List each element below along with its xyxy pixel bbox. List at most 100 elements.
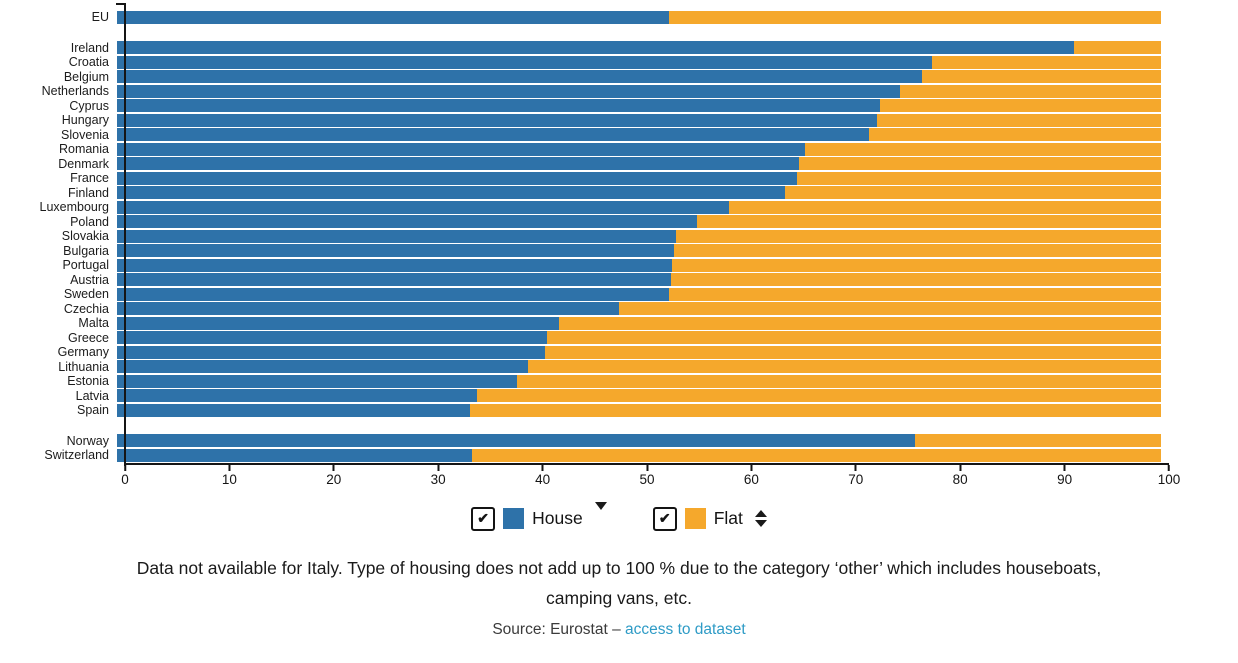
tick-label: 100 bbox=[1157, 471, 1181, 487]
house-bar-segment[interactable] bbox=[117, 113, 878, 127]
flat-bar-segment[interactable] bbox=[471, 448, 1161, 462]
country-row: Belgium bbox=[0, 70, 1238, 85]
footnote-text: Data not available for Italy. Type of ho… bbox=[30, 553, 1208, 613]
country-label: Croatia bbox=[68, 55, 109, 70]
country-row: Switzerland bbox=[0, 448, 1238, 463]
flat-bar-segment[interactable] bbox=[804, 142, 1161, 156]
house-bar-segment[interactable] bbox=[117, 84, 900, 98]
flat-bar-segment[interactable] bbox=[477, 389, 1161, 403]
sort-descending-icon[interactable] bbox=[594, 501, 607, 528]
bar-track bbox=[117, 345, 1161, 359]
house-bar-segment[interactable] bbox=[117, 345, 546, 359]
y-axis-line bbox=[124, 3, 126, 466]
flat-bar-segment[interactable] bbox=[1074, 41, 1161, 55]
flat-bar-segment[interactable] bbox=[547, 331, 1161, 345]
flat-bar-segment[interactable] bbox=[672, 258, 1161, 272]
country-row: Spain bbox=[0, 403, 1238, 418]
flat-checkbox[interactable]: ✔ bbox=[652, 506, 677, 531]
flat-bar-segment[interactable] bbox=[516, 374, 1161, 388]
house-bar-segment[interactable] bbox=[117, 55, 933, 69]
x-axis-tick: 60 bbox=[744, 464, 759, 487]
house-bar-segment[interactable] bbox=[117, 171, 797, 185]
flat-bar-segment[interactable] bbox=[545, 345, 1161, 359]
house-bar-segment[interactable] bbox=[117, 41, 1075, 55]
tick-mark bbox=[228, 464, 231, 471]
flat-bar-segment[interactable] bbox=[877, 113, 1161, 127]
house-bar-segment[interactable] bbox=[117, 374, 517, 388]
house-bar-segment[interactable] bbox=[117, 229, 676, 243]
country-label: Sweden bbox=[63, 287, 109, 302]
flat-bar-segment[interactable] bbox=[868, 128, 1161, 142]
house-bar-segment[interactable] bbox=[117, 403, 470, 417]
country-label: Ireland bbox=[70, 40, 109, 55]
house-bar-segment[interactable] bbox=[117, 215, 698, 229]
house-bar-segment[interactable] bbox=[117, 258, 673, 272]
tick-label: 40 bbox=[535, 471, 551, 487]
flat-color-swatch bbox=[684, 508, 706, 529]
flat-bar-segment[interactable] bbox=[671, 273, 1161, 287]
flat-bar-segment[interactable] bbox=[880, 99, 1161, 113]
house-bar-segment[interactable] bbox=[117, 70, 922, 84]
house-bar-segment[interactable] bbox=[117, 128, 869, 142]
flat-bar-segment[interactable] bbox=[798, 157, 1161, 171]
house-bar-segment[interactable] bbox=[117, 434, 915, 448]
footnote-line-1: Data not available for Italy. Type of ho… bbox=[136, 557, 1102, 578]
house-bar-segment[interactable] bbox=[117, 331, 548, 345]
house-bar-segment[interactable] bbox=[117, 200, 729, 214]
flat-bar-segment[interactable] bbox=[619, 302, 1161, 316]
bar-track bbox=[117, 316, 1161, 330]
flat-bar-segment[interactable] bbox=[914, 434, 1161, 448]
tick-mark bbox=[123, 464, 126, 471]
house-bar-segment[interactable] bbox=[117, 273, 672, 287]
house-bar-segment[interactable] bbox=[117, 360, 529, 374]
country-label: Switzerland bbox=[44, 448, 109, 463]
flat-bar-segment[interactable] bbox=[558, 316, 1161, 330]
bar-track bbox=[117, 389, 1161, 403]
country-row: Netherlands bbox=[0, 84, 1238, 99]
flat-bar-segment[interactable] bbox=[697, 215, 1161, 229]
flat-bar-segment[interactable] bbox=[669, 10, 1161, 24]
house-bar-segment[interactable] bbox=[117, 186, 786, 200]
x-axis-tick: 70 bbox=[848, 464, 863, 487]
house-checkbox[interactable]: ✔ bbox=[471, 506, 496, 531]
flat-bar-segment[interactable] bbox=[900, 84, 1161, 98]
tick-mark bbox=[959, 464, 962, 471]
house-bar-segment[interactable] bbox=[117, 157, 799, 171]
country-row: Estonia bbox=[0, 374, 1238, 389]
flat-bar-segment[interactable] bbox=[921, 70, 1161, 84]
bar-track bbox=[117, 84, 1161, 98]
country-label: Czechia bbox=[63, 301, 109, 316]
flat-bar-segment[interactable] bbox=[674, 244, 1161, 258]
country-row: Croatia bbox=[0, 55, 1238, 70]
house-bar-segment[interactable] bbox=[117, 448, 472, 462]
flat-bar-segment[interactable] bbox=[469, 403, 1161, 417]
flat-bar-segment[interactable] bbox=[932, 55, 1161, 69]
tick-label: 50 bbox=[639, 471, 655, 487]
country-label: Lithuania bbox=[58, 359, 109, 374]
country-row: Czechia bbox=[0, 302, 1238, 317]
x-axis-tick: 20 bbox=[326, 464, 341, 487]
country-row: Luxembourg bbox=[0, 200, 1238, 215]
tick-mark bbox=[437, 464, 440, 471]
house-bar-segment[interactable] bbox=[117, 244, 675, 258]
flat-bar-segment[interactable] bbox=[728, 200, 1161, 214]
house-bar-segment[interactable] bbox=[117, 10, 670, 24]
house-bar-segment[interactable] bbox=[117, 99, 881, 113]
flat-bar-segment[interactable] bbox=[796, 171, 1161, 185]
x-axis-tick: 30 bbox=[431, 464, 446, 487]
house-bar-segment[interactable] bbox=[117, 142, 805, 156]
flat-bar-segment[interactable] bbox=[528, 360, 1161, 374]
house-bar-segment[interactable] bbox=[117, 302, 620, 316]
country-row: Finland bbox=[0, 186, 1238, 201]
dataset-link[interactable]: access to dataset bbox=[625, 620, 746, 638]
country-row: Hungary bbox=[0, 113, 1238, 128]
house-bar-segment[interactable] bbox=[117, 316, 559, 330]
bar-track bbox=[117, 200, 1161, 214]
house-bar-segment[interactable] bbox=[117, 287, 670, 301]
house-bar-segment[interactable] bbox=[117, 389, 478, 403]
sort-toggle-icon[interactable] bbox=[754, 510, 767, 527]
country-label: EU bbox=[91, 10, 109, 25]
flat-bar-segment[interactable] bbox=[675, 229, 1161, 243]
flat-bar-segment[interactable] bbox=[669, 287, 1161, 301]
flat-bar-segment[interactable] bbox=[785, 186, 1161, 200]
